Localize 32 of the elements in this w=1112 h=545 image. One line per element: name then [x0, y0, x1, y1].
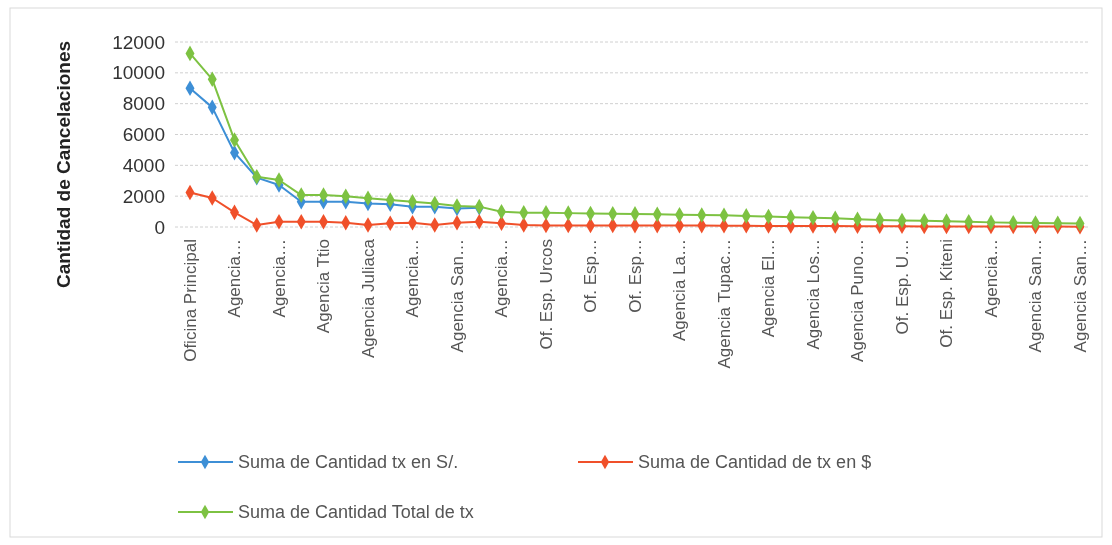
x-tick-label: Of. Esp. U… — [892, 239, 912, 335]
legend-label: Suma de Cantidad de tx en $ — [638, 452, 872, 473]
x-tick-label: Agencia Juliaca — [358, 238, 378, 359]
legend-label: Suma de Cantidad Total de tx — [238, 502, 474, 523]
y-tick-label: 2000 — [122, 185, 165, 207]
x-tick-label: Agencia… — [403, 239, 423, 318]
x-tick-label: Agencia… — [981, 239, 1001, 318]
y-tick-label: 8000 — [122, 93, 165, 115]
x-tick-label: Agencia… — [225, 239, 245, 318]
x-tick-label: Agencia Puno… — [848, 239, 868, 362]
x-tick-label: Of. Esp… — [581, 239, 601, 313]
x-tick-label: Agencia San… — [1070, 239, 1090, 353]
x-tick-label: Of. Esp. Urcos — [536, 239, 556, 350]
x-tick-label: Agencia Los… — [803, 239, 823, 350]
x-tick-label: Agencia… — [269, 239, 289, 318]
x-tick-label: Agencia San… — [447, 239, 467, 353]
x-tick-label: Agencia… — [492, 239, 512, 318]
y-tick-label: 12000 — [112, 31, 165, 53]
x-tick-label: Agencia Tupac… — [714, 239, 734, 369]
legend-label: Suma de Cantidad tx en S/. — [238, 452, 459, 473]
x-tick-label: Agencia El… — [759, 239, 779, 338]
x-tick-label: Agencia Ttio — [314, 239, 334, 334]
y-tick-label: 6000 — [122, 124, 165, 146]
y-tick-label: 10000 — [112, 62, 165, 84]
y-tick-label: 4000 — [122, 154, 165, 176]
x-tick-label: Of. Esp… — [625, 239, 645, 313]
x-tick-label: Oficina Principal — [180, 239, 200, 362]
x-tick-label: Of. Esp. Kiteni — [937, 239, 957, 348]
y-tick-label: 0 — [154, 216, 165, 238]
y-axis-title: Cantidad de Cancelaciones — [53, 40, 74, 289]
x-tick-label: Agencia La… — [670, 239, 690, 342]
x-tick-label: Agencia San… — [1026, 239, 1046, 353]
